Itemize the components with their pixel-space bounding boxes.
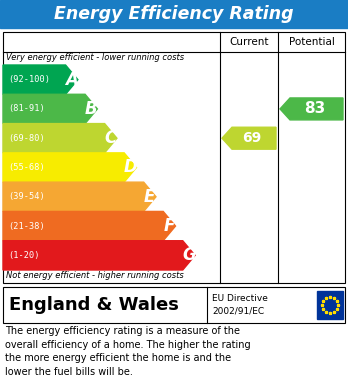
Text: Current: Current xyxy=(229,37,269,47)
Text: (21-38): (21-38) xyxy=(8,222,45,231)
Polygon shape xyxy=(222,127,276,149)
Text: (39-54): (39-54) xyxy=(8,192,45,201)
Bar xyxy=(0,0,348,28)
Polygon shape xyxy=(280,98,343,120)
Bar xyxy=(3,32,345,283)
Text: England & Wales: England & Wales xyxy=(9,296,179,314)
Polygon shape xyxy=(3,212,175,241)
Polygon shape xyxy=(3,124,117,153)
Text: 2002/91/EC: 2002/91/EC xyxy=(212,307,264,316)
Text: (69-80): (69-80) xyxy=(8,134,45,143)
Text: Not energy efficient - higher running costs: Not energy efficient - higher running co… xyxy=(6,271,184,280)
Text: Very energy efficient - lower running costs: Very energy efficient - lower running co… xyxy=(6,53,184,62)
Polygon shape xyxy=(3,94,97,124)
Text: C: C xyxy=(105,129,117,147)
Text: (92-100): (92-100) xyxy=(8,75,50,84)
Text: B: B xyxy=(85,100,97,118)
Polygon shape xyxy=(3,65,78,94)
Text: E: E xyxy=(144,188,156,206)
Text: F: F xyxy=(164,217,175,235)
Text: G: G xyxy=(182,246,196,264)
Polygon shape xyxy=(3,153,136,182)
Text: The energy efficiency rating is a measure of the
overall efficiency of a home. T: The energy efficiency rating is a measur… xyxy=(5,326,251,377)
Text: 69: 69 xyxy=(242,131,262,145)
Text: Energy Efficiency Rating: Energy Efficiency Rating xyxy=(54,5,294,23)
Text: A: A xyxy=(65,71,78,89)
Bar xyxy=(3,287,345,323)
Bar xyxy=(317,291,343,319)
Text: (81-91): (81-91) xyxy=(8,104,45,113)
Text: Potential: Potential xyxy=(288,37,334,47)
Text: (1-20): (1-20) xyxy=(8,251,40,260)
Text: EU Directive: EU Directive xyxy=(212,294,268,303)
Polygon shape xyxy=(3,241,195,270)
Text: (55-68): (55-68) xyxy=(8,163,45,172)
Text: 83: 83 xyxy=(304,101,325,117)
Polygon shape xyxy=(3,182,156,212)
Text: D: D xyxy=(124,158,137,176)
